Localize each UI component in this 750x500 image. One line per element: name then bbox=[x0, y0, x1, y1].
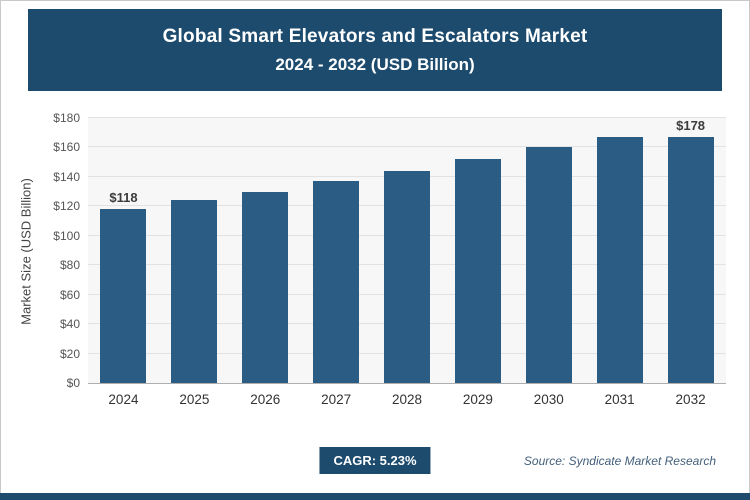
y-tick-label: $20 bbox=[59, 346, 80, 361]
bottom-accent-bar bbox=[0, 493, 750, 500]
x-category-label: 2032 bbox=[675, 392, 706, 407]
cagr-badge: CAGR: 5.23% bbox=[319, 447, 431, 474]
bar-slot bbox=[159, 118, 230, 383]
y-axis-ticks: $0 $20 $40 $60 $80 $100 $120 $140 $160 $180 bbox=[34, 111, 80, 390]
x-category-label: 2029 bbox=[462, 392, 493, 407]
x-category-label: 2028 bbox=[391, 392, 423, 407]
y-tick-label: $140 bbox=[53, 169, 80, 184]
bar bbox=[171, 200, 218, 383]
bar-value-label: $178 bbox=[676, 118, 706, 133]
bar-slot bbox=[513, 118, 584, 383]
bar-value-label: $118 bbox=[109, 190, 138, 206]
x-category-label: 2026 bbox=[250, 392, 281, 407]
bar-slot bbox=[442, 118, 513, 383]
x-category-label: 2030 bbox=[533, 392, 564, 407]
gridline bbox=[88, 146, 726, 148]
bar bbox=[596, 136, 643, 383]
bar-slot bbox=[584, 118, 655, 383]
bar-slot: $118 bbox=[88, 118, 159, 383]
bar bbox=[100, 209, 147, 383]
y-tick-label: $0 bbox=[66, 376, 80, 390]
y-tick-label: $80 bbox=[59, 258, 80, 273]
bar bbox=[242, 191, 289, 383]
bar bbox=[667, 137, 714, 383]
x-category-label: 2027 bbox=[321, 392, 352, 407]
chart-header: Global Smart Elevators and Escalators Ma… bbox=[28, 9, 722, 91]
source-text: Source: Syndicate Market Research bbox=[523, 454, 716, 468]
y-axis-label: Market Size (USD Billion) bbox=[18, 178, 34, 325]
y-tick-label: $100 bbox=[53, 228, 80, 243]
plot-area: $118 $178 bbox=[88, 117, 726, 384]
bar bbox=[454, 159, 501, 383]
bar-slot bbox=[372, 118, 443, 383]
x-axis-labels: 2024 2025 2026 2027 2028 2029 2030 2031 2032 bbox=[88, 392, 726, 407]
bar-slot: $178 bbox=[655, 118, 726, 383]
bar-slot bbox=[301, 118, 372, 383]
bar bbox=[525, 147, 572, 383]
x-category-label: 2031 bbox=[604, 392, 635, 407]
chart-title-line2: 2024 - 2032 (USD Billion) bbox=[275, 54, 475, 74]
bar-slot bbox=[230, 118, 301, 383]
y-tick-label: $180 bbox=[53, 111, 80, 125]
x-category-label: 2024 bbox=[108, 392, 139, 407]
chart-title-line1: Global Smart Elevators and Escalators Ma… bbox=[162, 25, 588, 47]
y-tick-label: $60 bbox=[59, 287, 80, 302]
bar bbox=[313, 181, 360, 383]
y-tick-label: $120 bbox=[53, 199, 80, 214]
x-category-label: 2025 bbox=[179, 392, 210, 407]
bars-container: $118 $178 bbox=[88, 118, 726, 383]
gridline bbox=[88, 117, 726, 118]
y-tick-label: $160 bbox=[53, 140, 80, 155]
y-tick-label: $40 bbox=[59, 317, 80, 332]
bar bbox=[384, 171, 430, 383]
